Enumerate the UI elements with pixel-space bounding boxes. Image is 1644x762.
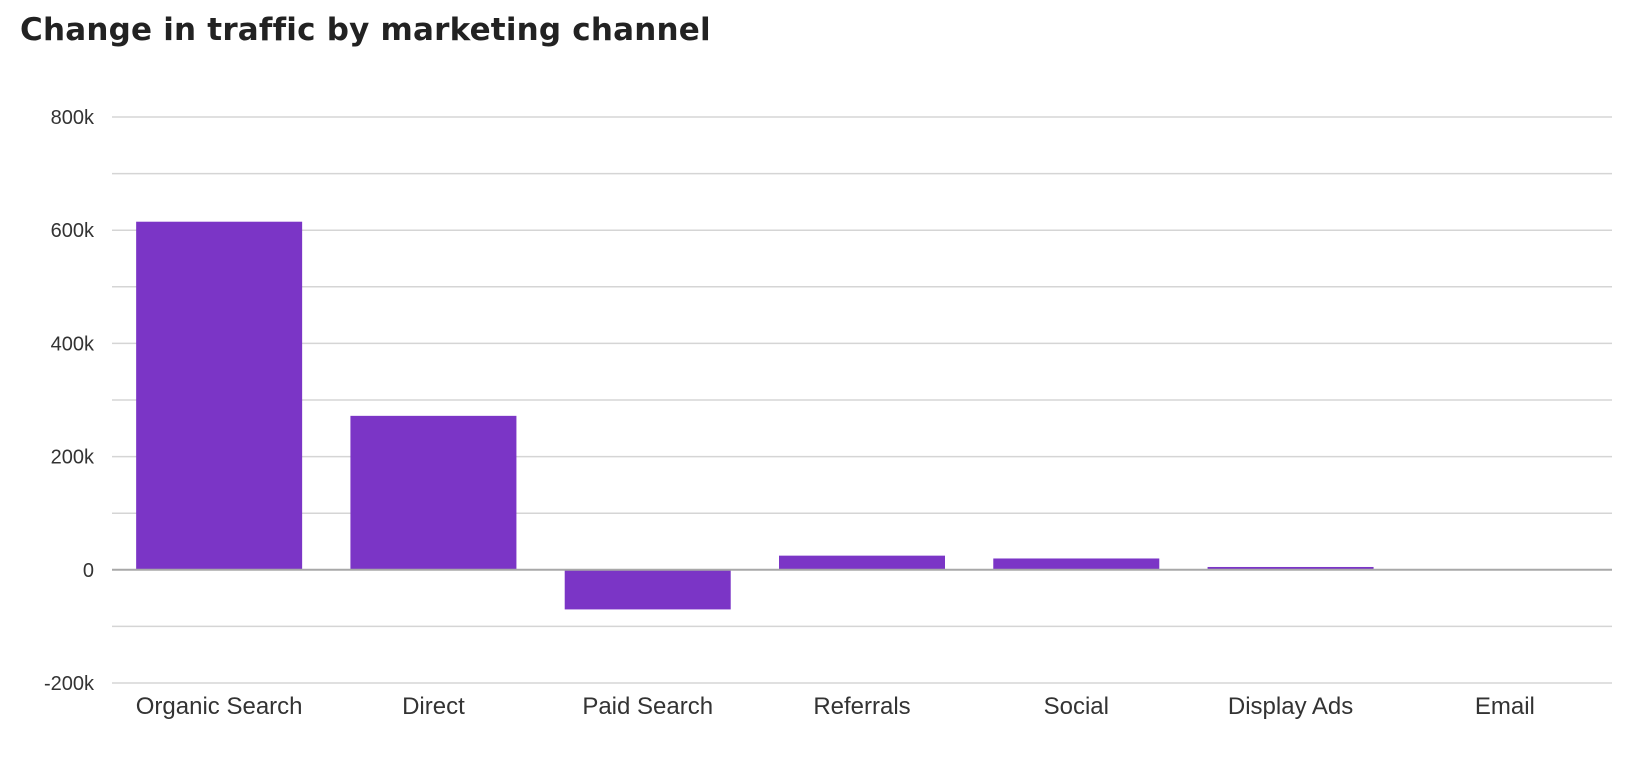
bar-display-ads <box>1207 566 1374 570</box>
bars <box>136 221 1374 610</box>
bar-paid-search <box>564 569 731 610</box>
bar-direct <box>350 415 517 570</box>
y-tick-label: 200k <box>51 447 95 469</box>
x-category-label: Referrals <box>813 693 910 720</box>
x-category-label: Email <box>1475 693 1535 720</box>
bar-organic-search <box>136 221 303 570</box>
y-tick-label: 0 <box>83 560 94 582</box>
x-category-label: Display Ads <box>1228 693 1353 720</box>
y-tick-label: -200k <box>44 673 95 695</box>
x-axis-category-labels: Organic Search Direct Paid Search Referrals… <box>136 693 1535 720</box>
chart-title: Change in traffic by marketing channel <box>20 12 711 48</box>
x-category-label: Organic Search <box>136 693 303 720</box>
x-category-label: Direct <box>402 693 465 720</box>
y-tick-label: 400k <box>51 333 95 355</box>
gridlines <box>112 116 1612 684</box>
bar-social <box>993 558 1160 570</box>
x-category-label: Social <box>1044 693 1109 720</box>
y-axis-tick-labels: -200k 0 200k 400k 600k 800k <box>44 107 95 695</box>
x-category-label: Paid Search <box>582 693 713 720</box>
y-tick-label: 800k <box>51 107 95 129</box>
bar-referrals <box>779 555 945 570</box>
y-tick-label: 600k <box>51 220 95 242</box>
